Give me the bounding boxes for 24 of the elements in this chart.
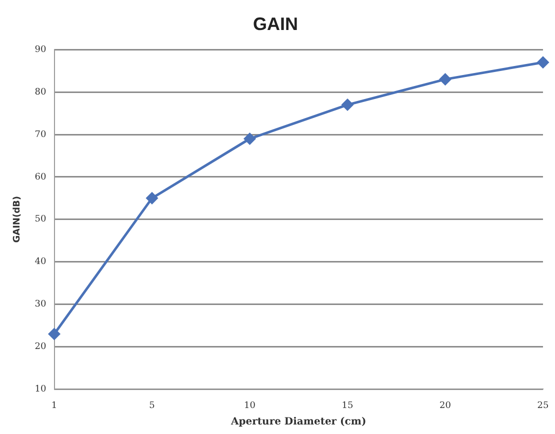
x-tick-label: 15 <box>342 400 354 411</box>
y-tick-label: 40 <box>34 257 47 268</box>
point <box>244 132 256 144</box>
point <box>146 192 158 204</box>
y-tick-label: 80 <box>34 87 47 98</box>
x-tick-label: 5 <box>149 400 156 411</box>
y-tick-label: 30 <box>34 300 47 310</box>
point <box>48 328 60 340</box>
x-tick-label: 20 <box>440 400 452 411</box>
chart-title: GAIN <box>253 14 298 34</box>
y-tick-label: 60 <box>34 172 47 182</box>
x-tick-label: 25 <box>537 400 549 411</box>
point <box>440 74 451 86</box>
y-tick-label: 10 <box>34 384 47 395</box>
x-tick-label: 1 <box>51 400 58 411</box>
point <box>537 56 549 68</box>
y-tick-label: 70 <box>34 130 47 140</box>
y-tick-label: 50 <box>34 214 47 225</box>
y-tick-label: 90 <box>34 44 47 55</box>
point <box>342 99 354 111</box>
x-axis-title: Aperture Diameter (cm) <box>230 416 366 428</box>
y-tick-label: 20 <box>34 342 47 352</box>
y-axis-title: GAIN(dB) <box>12 196 23 243</box>
x-tick-label: 10 <box>244 400 256 411</box>
